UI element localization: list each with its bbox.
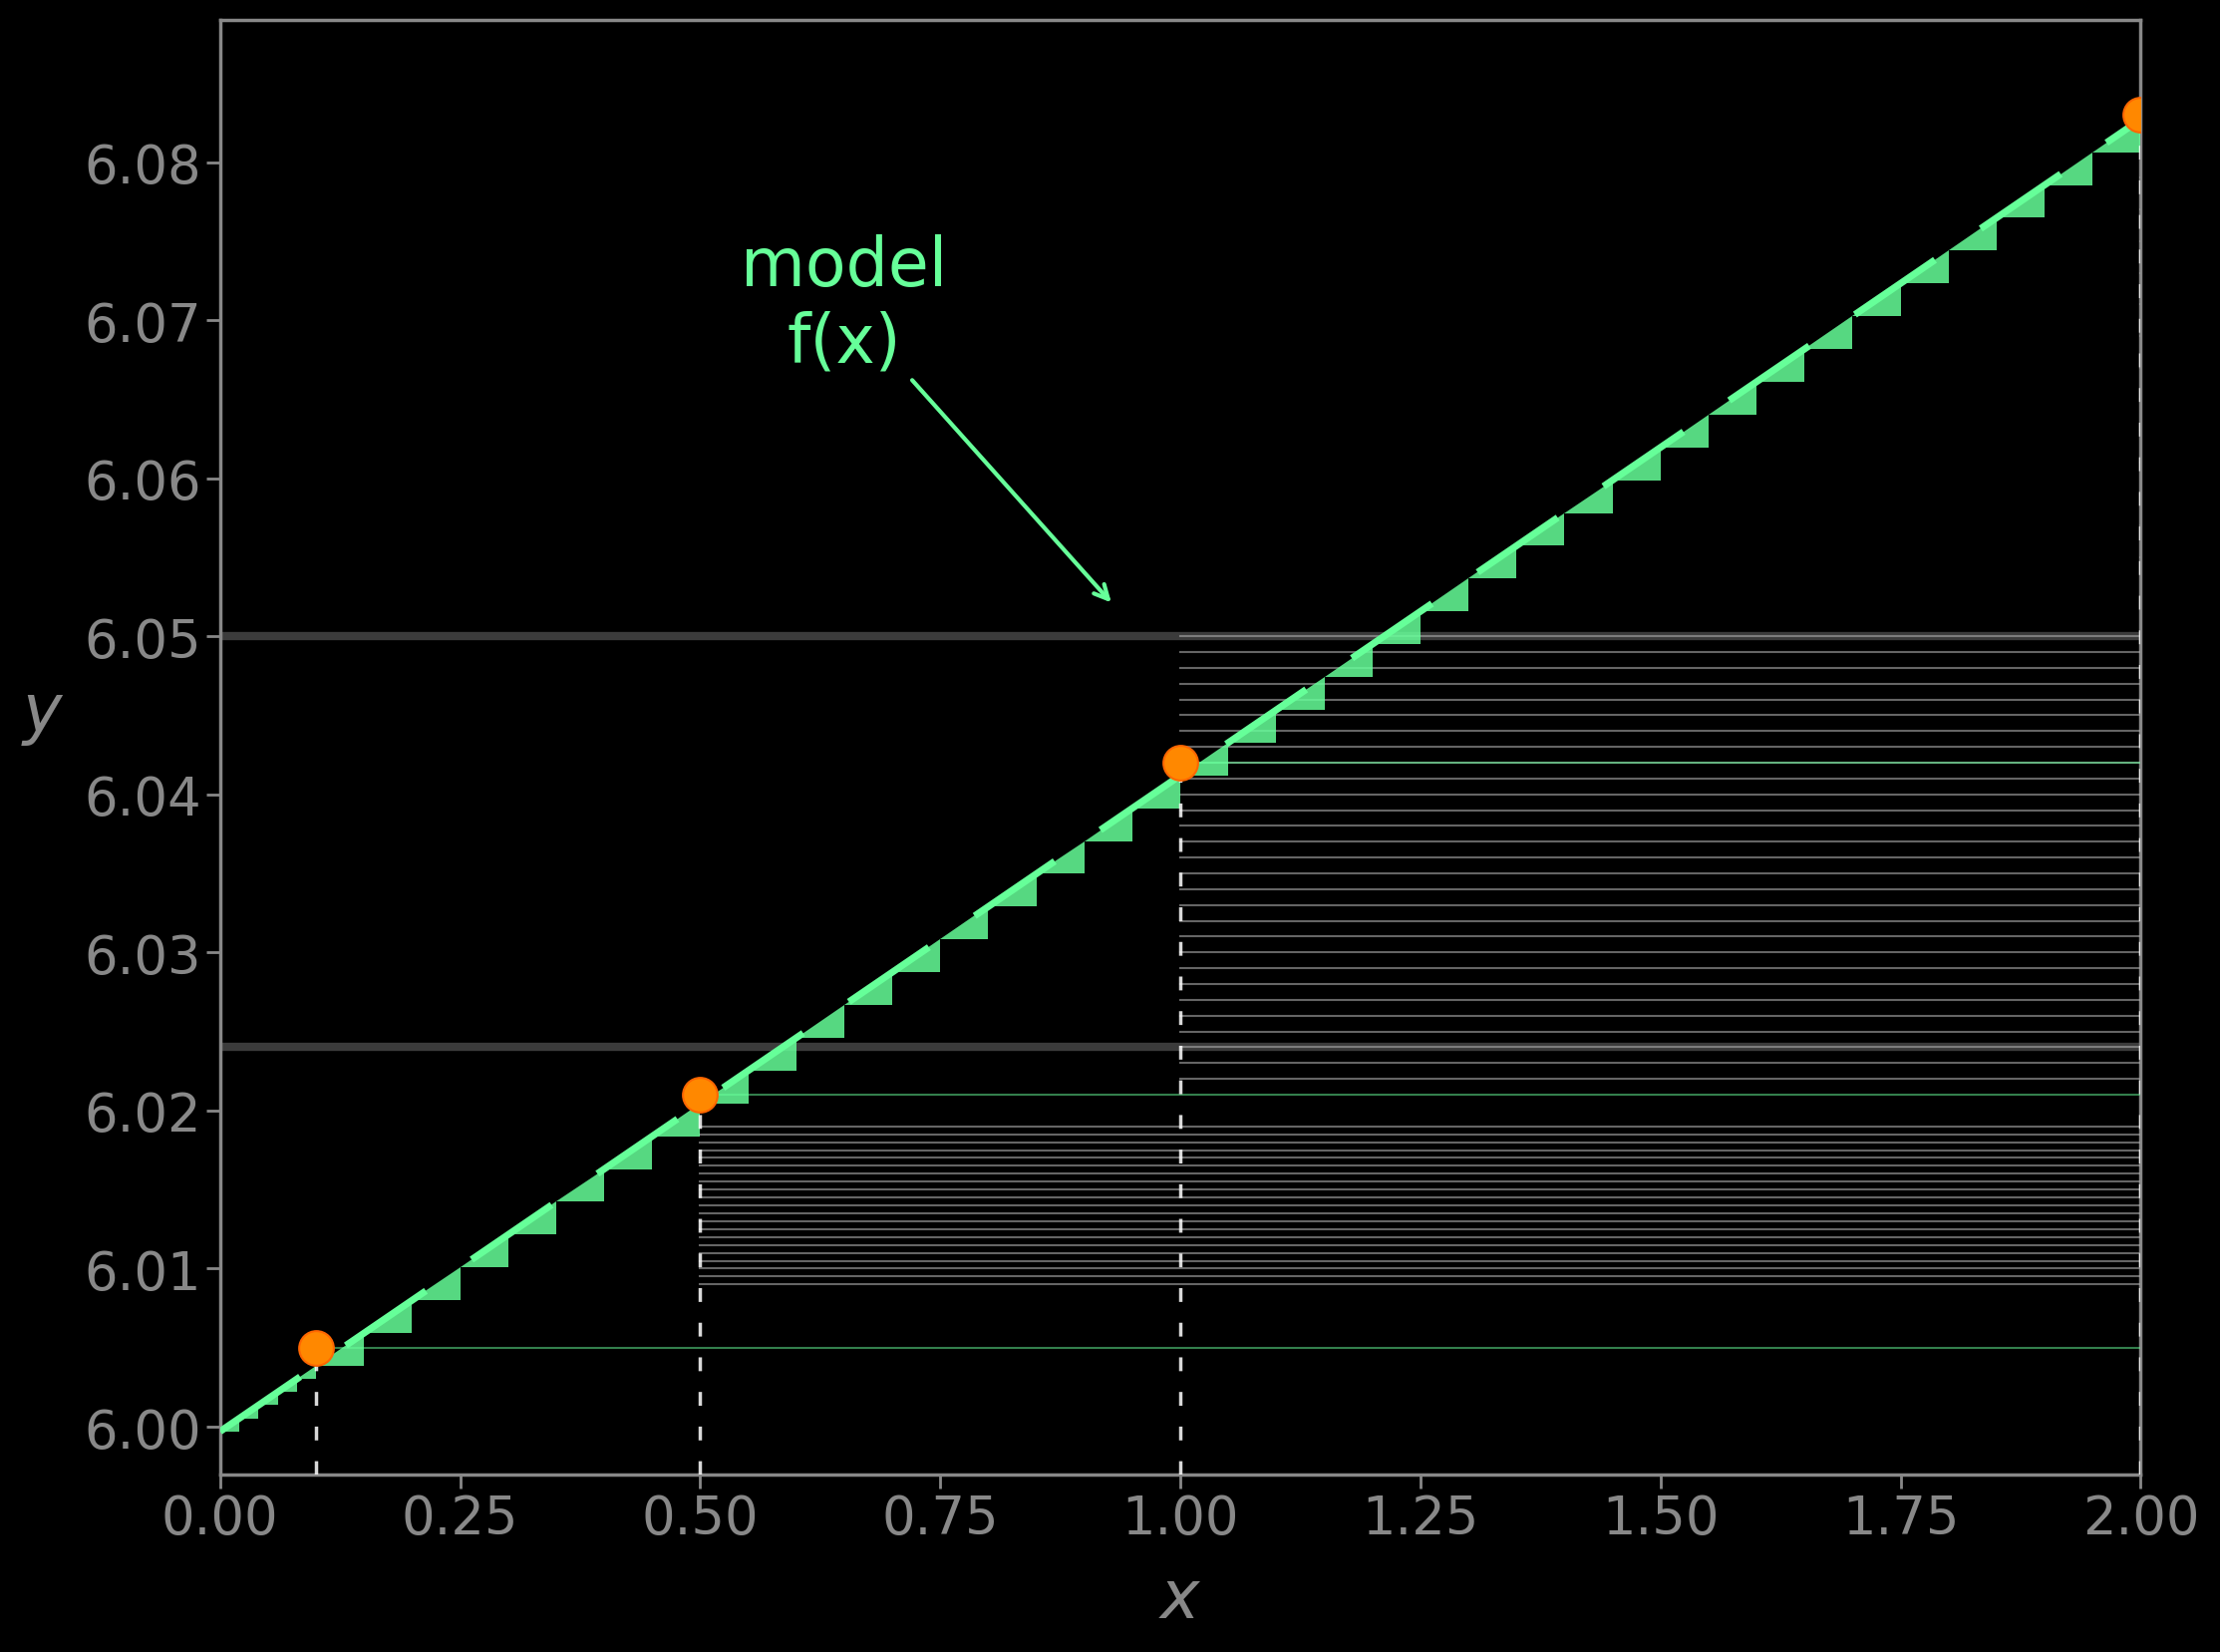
- Polygon shape: [844, 973, 892, 1006]
- Polygon shape: [1661, 415, 1709, 448]
- Polygon shape: [699, 1070, 748, 1104]
- Polygon shape: [797, 1006, 844, 1037]
- Polygon shape: [1949, 218, 1996, 251]
- Point: [682, 1082, 717, 1108]
- Polygon shape: [1083, 809, 1132, 841]
- Polygon shape: [413, 1267, 460, 1300]
- Polygon shape: [2045, 154, 2093, 187]
- Polygon shape: [1467, 547, 1516, 580]
- Point: [297, 1335, 333, 1361]
- Polygon shape: [1421, 580, 1467, 611]
- X-axis label: $x$: $x$: [1159, 1566, 1203, 1631]
- Polygon shape: [557, 1170, 604, 1203]
- Polygon shape: [240, 1406, 258, 1419]
- Y-axis label: $y$: $y$: [20, 682, 64, 747]
- Polygon shape: [1372, 611, 1421, 644]
- Polygon shape: [1276, 677, 1325, 710]
- Polygon shape: [1132, 776, 1181, 809]
- Polygon shape: [2093, 121, 2140, 154]
- Polygon shape: [1900, 251, 1949, 284]
- Polygon shape: [278, 1379, 297, 1393]
- Point: [2122, 102, 2158, 129]
- Polygon shape: [892, 940, 941, 973]
- Polygon shape: [1756, 350, 1805, 383]
- Polygon shape: [315, 1333, 364, 1366]
- Polygon shape: [1565, 481, 1612, 514]
- Polygon shape: [364, 1300, 413, 1333]
- Polygon shape: [1612, 448, 1661, 481]
- Polygon shape: [604, 1137, 653, 1170]
- Polygon shape: [748, 1037, 797, 1070]
- Polygon shape: [988, 874, 1037, 907]
- Polygon shape: [460, 1236, 508, 1267]
- Polygon shape: [258, 1393, 278, 1406]
- Polygon shape: [1805, 317, 1851, 350]
- Polygon shape: [220, 1419, 240, 1432]
- Polygon shape: [297, 1366, 315, 1379]
- Polygon shape: [1851, 284, 1900, 317]
- Polygon shape: [941, 907, 988, 940]
- Polygon shape: [508, 1203, 557, 1236]
- Polygon shape: [1228, 710, 1276, 743]
- Polygon shape: [653, 1104, 699, 1137]
- Polygon shape: [1709, 383, 1756, 415]
- Polygon shape: [1037, 841, 1083, 874]
- Polygon shape: [1325, 644, 1372, 677]
- Polygon shape: [1996, 187, 2045, 218]
- Polygon shape: [1516, 514, 1565, 547]
- Polygon shape: [1181, 743, 1228, 776]
- Point: [1163, 750, 1199, 776]
- Text: model
f(x): model f(x): [741, 235, 1108, 600]
